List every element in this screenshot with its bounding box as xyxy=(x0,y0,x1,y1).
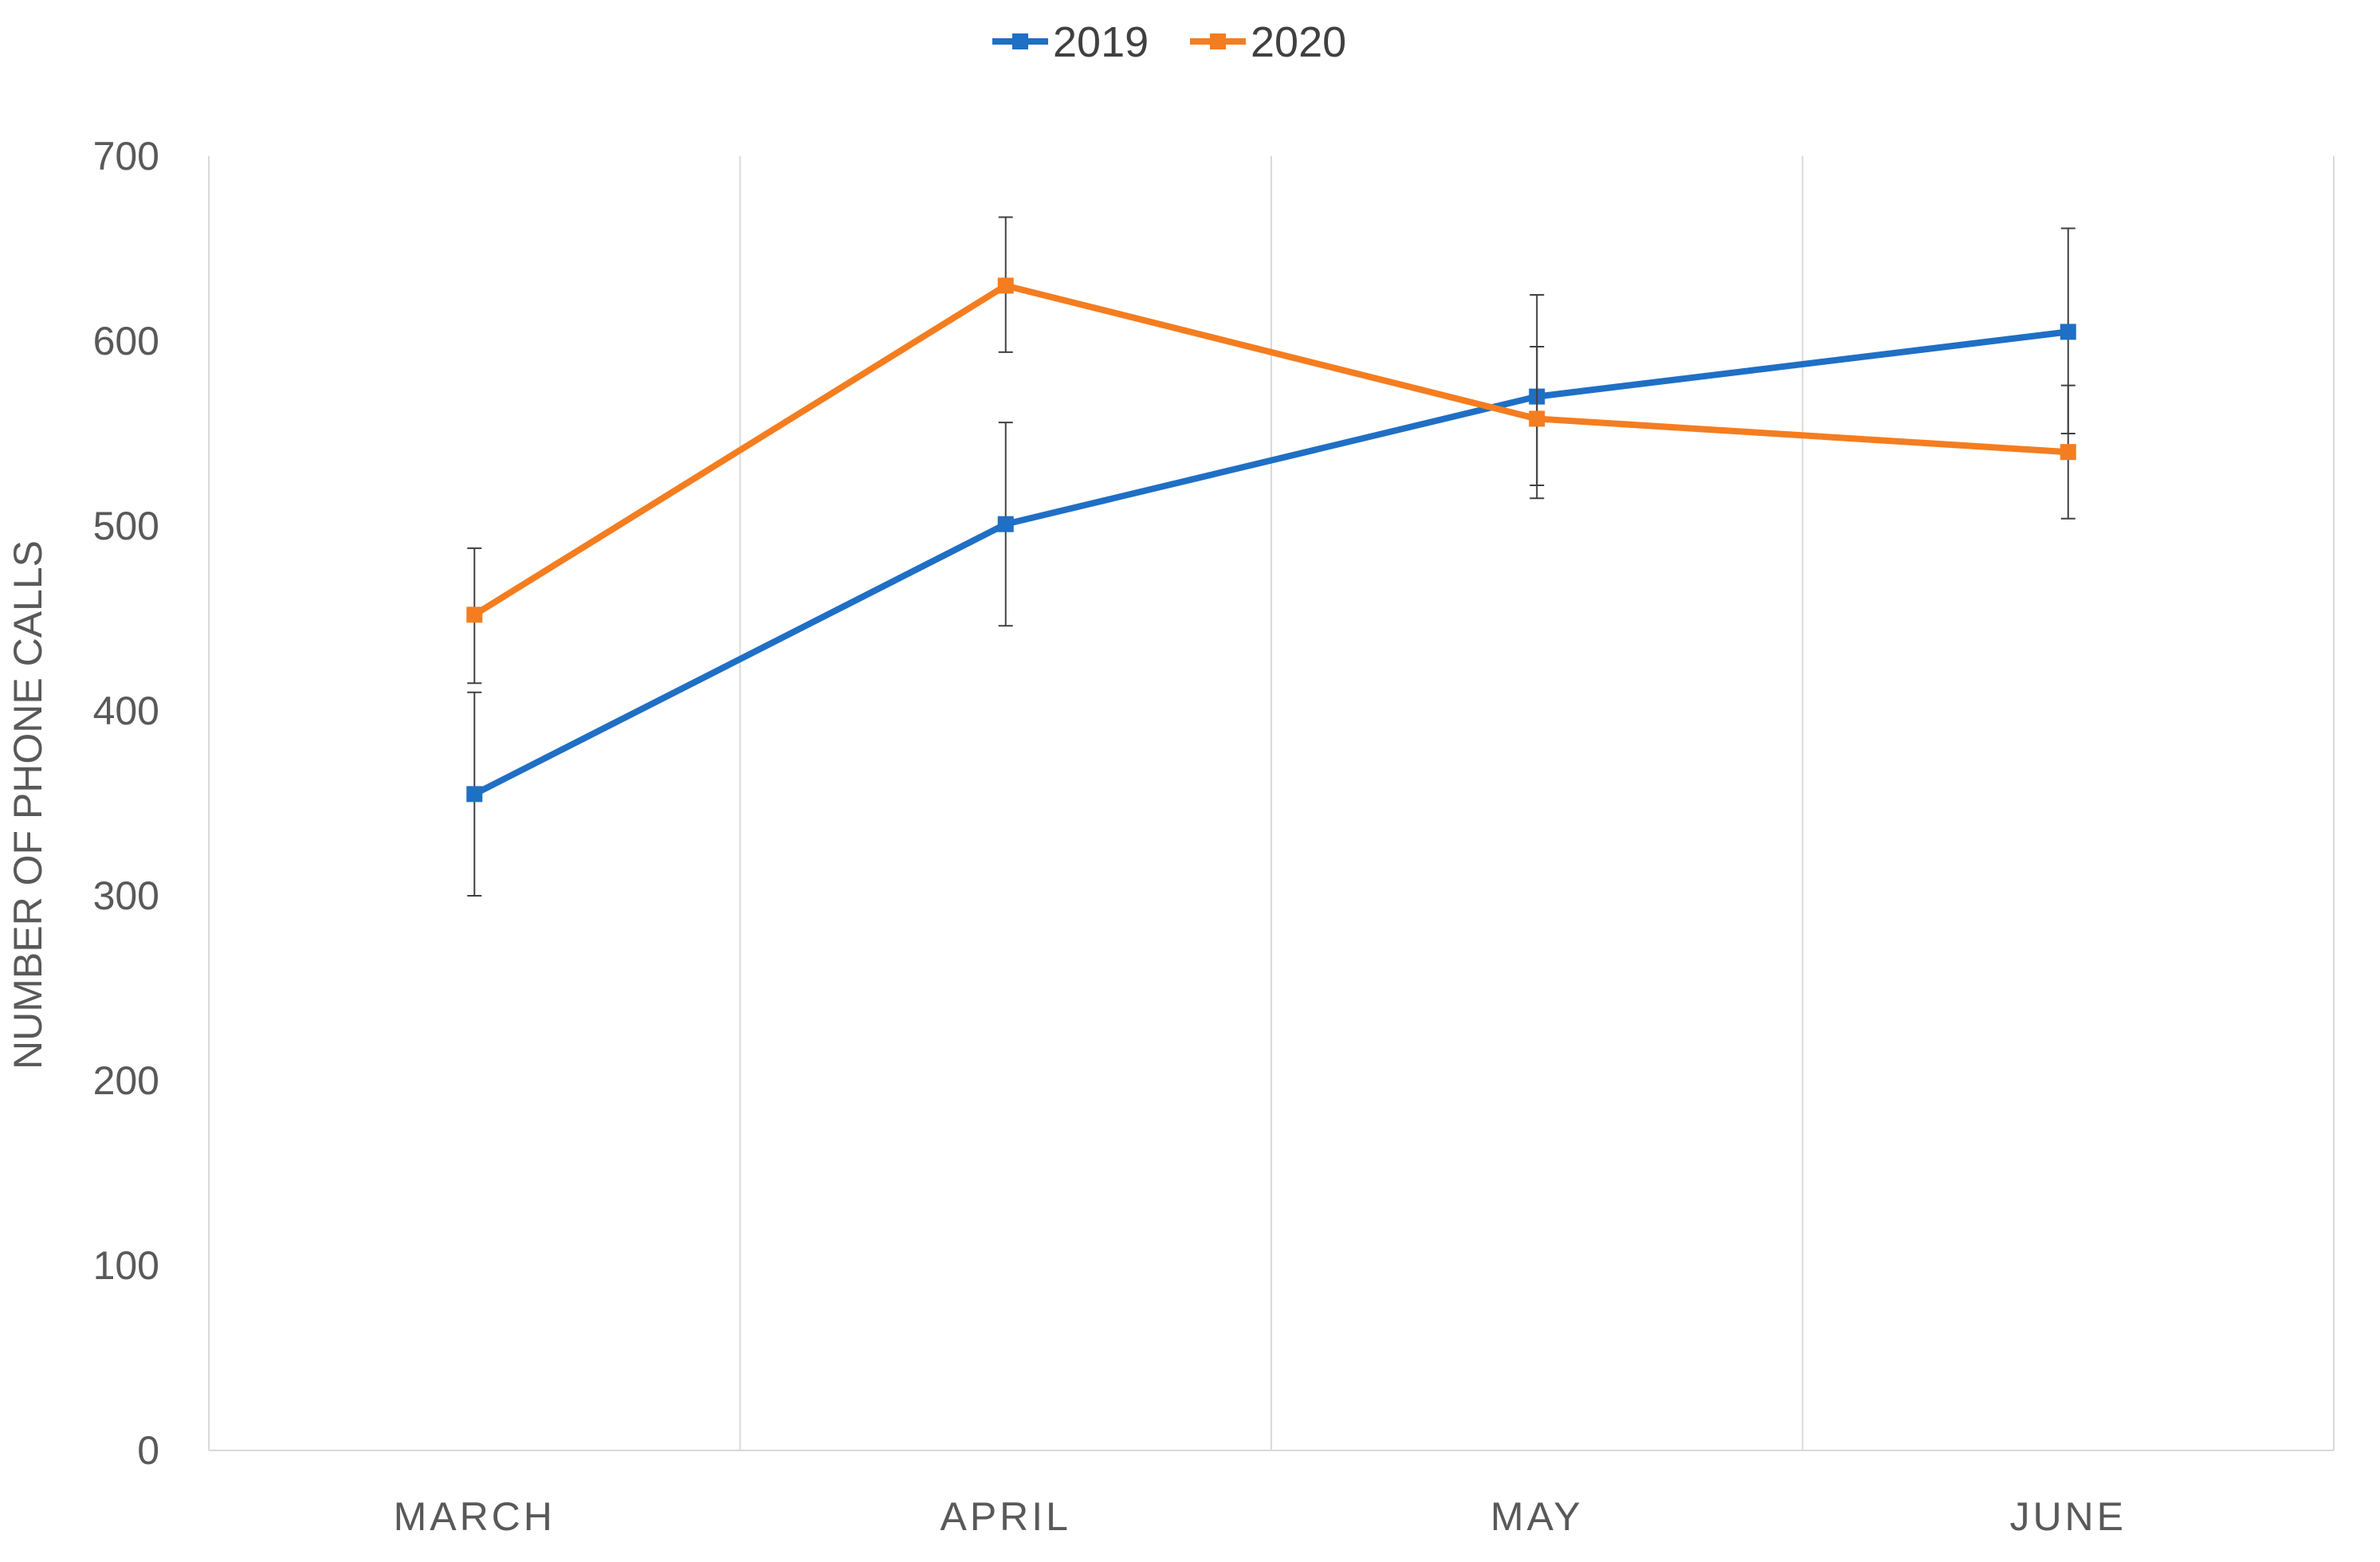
y-tick-label: 200 xyxy=(93,1058,159,1103)
series-layer xyxy=(466,216,2076,897)
y-tick-label: 100 xyxy=(93,1243,159,1288)
x-tick-label: MARCH xyxy=(394,1494,556,1539)
marker-2020 xyxy=(997,277,1014,294)
x-tick-label: APRIL xyxy=(940,1494,1071,1539)
series-2020 xyxy=(466,216,2076,685)
y-tick-label: 300 xyxy=(93,873,159,918)
legend: 2019 2020 xyxy=(992,18,1346,66)
y-axis: 0 100 200 300 400 500 600 700 xyxy=(93,134,159,1473)
y-axis-title: NUMBER OF PHONE CALLS xyxy=(6,540,50,1069)
legend-label: 2019 xyxy=(1053,18,1149,66)
x-tick-label: MAY xyxy=(1490,1494,1584,1539)
marker-2019 xyxy=(2060,324,2076,340)
marker-2020 xyxy=(2060,444,2076,461)
legend-item-2019: 2019 xyxy=(992,18,1149,66)
y-tick-label: 500 xyxy=(93,504,159,548)
line-2019 xyxy=(473,328,2069,797)
y-tick-label: 600 xyxy=(93,319,159,363)
marker-2019 xyxy=(997,516,1014,532)
y-tick-label: 700 xyxy=(93,134,159,179)
y-tick-label: 400 xyxy=(93,689,159,733)
gridlines xyxy=(208,156,2335,1451)
y-tick-label: 0 xyxy=(137,1428,159,1473)
marker-2019 xyxy=(466,786,483,803)
marker-2020 xyxy=(466,606,483,623)
x-tick-label: JUNE xyxy=(2009,1494,2127,1539)
legend-swatch-marker xyxy=(1012,33,1028,49)
x-axis: MARCH APRIL MAY JUNE xyxy=(394,1494,2127,1539)
legend-label: 2020 xyxy=(1251,18,1346,66)
marker-2020 xyxy=(1529,410,1545,427)
legend-swatch-marker xyxy=(1210,33,1226,49)
line-2020 xyxy=(473,282,2069,618)
legend-item-2020: 2020 xyxy=(1190,18,1346,66)
